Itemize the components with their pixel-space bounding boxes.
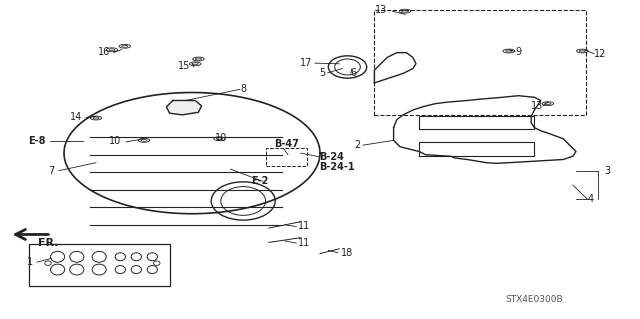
Text: 7: 7	[48, 166, 54, 176]
Text: 14: 14	[70, 112, 82, 122]
Text: 13: 13	[375, 5, 387, 15]
Text: 9: 9	[515, 47, 522, 57]
Text: 3: 3	[605, 166, 611, 176]
Bar	[29, 244, 170, 286]
Text: E-8: E-8	[29, 136, 46, 146]
Polygon shape	[166, 100, 202, 115]
Text: 6: 6	[351, 68, 357, 78]
Text: 5: 5	[319, 68, 325, 78]
Text: 18: 18	[340, 248, 353, 258]
Text: FR.: FR.	[38, 238, 59, 248]
Text: E-2: E-2	[251, 176, 268, 186]
Text: 17: 17	[300, 58, 312, 68]
Text: B-24-1: B-24-1	[319, 161, 355, 172]
Text: 11: 11	[298, 238, 310, 248]
Text: 12: 12	[594, 48, 606, 59]
Text: 16: 16	[98, 47, 110, 57]
Text: STX4E0300B: STX4E0300B	[506, 295, 563, 304]
Text: B-24: B-24	[319, 152, 344, 162]
Text: 2: 2	[354, 140, 360, 150]
Text: B-47: B-47	[274, 139, 299, 149]
Text: 10: 10	[215, 133, 227, 143]
Text: 4: 4	[588, 194, 594, 204]
Text: 13: 13	[531, 101, 543, 111]
Bar	[374, 10, 586, 115]
Text: 1: 1	[27, 257, 33, 267]
Text: 15: 15	[179, 61, 191, 71]
Text: 11: 11	[298, 220, 310, 231]
Text: 8: 8	[240, 84, 246, 94]
Text: 10: 10	[109, 136, 122, 146]
Bar	[266, 148, 307, 166]
